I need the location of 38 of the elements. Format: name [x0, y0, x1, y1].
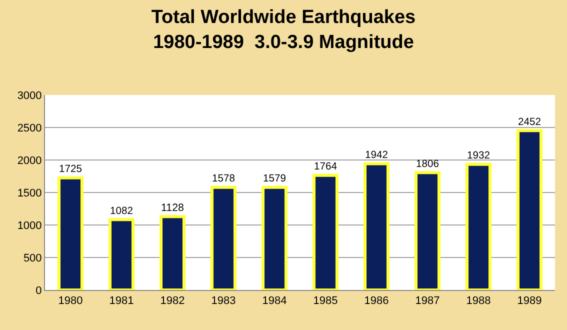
- data-label: 1725: [59, 164, 82, 176]
- chart-title: Total Worldwide Earthquakes 1980-1989 3.0-3.9 Magnitude: [151, 7, 416, 53]
- y-tick-label: 3000: [17, 90, 42, 102]
- bar: [160, 215, 186, 290]
- bar: [414, 171, 440, 290]
- x-tick-label: 1983: [211, 295, 236, 308]
- data-label: 1806: [416, 158, 440, 170]
- x-tick-label: 1986: [364, 295, 389, 308]
- y-tick-label: 0: [36, 284, 42, 297]
- y-tick-label: 2000: [17, 154, 42, 167]
- y-tick-label: 500: [23, 252, 42, 264]
- x-tick-label: 1988: [466, 295, 491, 308]
- bar: [312, 174, 338, 290]
- y-tick-label: 1500: [17, 187, 42, 200]
- data-label: 1128: [161, 202, 184, 214]
- x-tick-label: 1987: [415, 295, 440, 308]
- x-tick-label: 1980: [58, 295, 83, 308]
- bar: [108, 218, 134, 290]
- bar: [58, 176, 84, 290]
- x-tick-label: 1989: [517, 295, 542, 308]
- bar: [466, 162, 492, 290]
- data-label: 1764: [314, 162, 338, 173]
- x-tick-label: 1982: [160, 295, 185, 308]
- bar: [210, 186, 236, 290]
- x-tick-label: 1985: [313, 295, 338, 308]
- x-tick-label: 1984: [262, 295, 287, 308]
- data-label: 1082: [110, 206, 134, 217]
- data-label: 2452: [518, 116, 542, 128]
- data-label: 1932: [467, 150, 490, 162]
- x-tick-label: 1981: [109, 295, 134, 308]
- bar: [262, 186, 288, 290]
- data-label: 1942: [365, 150, 388, 161]
- y-tick-label: 1000: [17, 220, 42, 232]
- data-label: 1579: [263, 174, 286, 185]
- bar: [516, 129, 542, 290]
- y-tick-label: 2500: [17, 122, 42, 134]
- data-label: 1578: [212, 174, 236, 185]
- bar: [364, 162, 390, 290]
